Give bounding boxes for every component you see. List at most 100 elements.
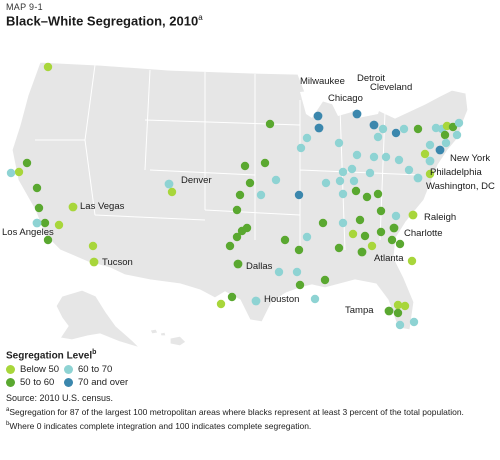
metro-dot [452,130,462,140]
metro-dot [32,183,42,193]
city-dot-atlanta [357,247,367,257]
city-dot-new-york [435,145,445,155]
city-label-tucson: Tucson [102,257,133,268]
legend-item-below-50: Below 50 [6,364,64,375]
city-dot-tampa [384,306,394,316]
legend-label: Below 50 [20,364,60,376]
city-dot-tucson [89,257,99,267]
metro-dot [302,232,312,242]
footnote-mark: b [6,421,10,428]
hawaii-islands [149,328,167,337]
metro-dot [338,167,348,177]
metro-dot [294,190,304,200]
footnote-a: aSegregation for 87 of the largest 100 m… [6,405,496,417]
city-label-detroit: Detroit [357,73,385,84]
metro-dot [216,299,226,309]
metro-dot [454,118,464,128]
city-label-dallas: Dallas [246,261,273,272]
metro-dot [369,152,379,162]
city-dot-las-vegas [68,202,78,212]
metro-dot [407,256,417,266]
metro-dot [338,189,348,199]
metro-dot [260,158,270,168]
map-label: MAP 9-1 [6,2,43,12]
footnote-mark: a [6,407,10,414]
city-dot-raleigh [408,210,418,220]
city-label-atlanta: Atlanta [374,253,404,264]
map-title: Black–White Segregation, 2010a [6,13,203,28]
metro-dot [365,168,375,178]
legend-label: 50 to 60 [20,377,55,389]
metro-dot [367,241,377,251]
city-label-denver: Denver [181,175,212,186]
metro-dot [294,245,304,255]
metro-dot [167,187,177,197]
metro-dot [395,320,405,330]
city-label-philadelphia: Philadelphia [430,167,482,178]
city-label-tampa: Tampa [345,305,374,316]
metro-dot [425,169,435,179]
metro-dot [387,235,397,245]
map-title-text: Black–White Segregation, 2010 [6,13,199,29]
city-dot-chicago [314,123,324,133]
city-dot-denver [164,179,174,189]
city-dot-los-angeles [32,218,42,228]
city-dot-houston [251,296,261,306]
city-label-los-angeles: Los Angeles [2,227,54,238]
metro-dot [245,178,255,188]
metro-dot [256,190,266,200]
source-note: Source: 2010 U.S. census. [6,393,114,404]
city-dot-philadelphia [425,156,435,166]
metro-dot [394,155,404,165]
title-footnote-mark: a [198,13,203,22]
metro-dot [425,140,435,150]
metro-dot [338,218,348,228]
footnote-b: bWhere 0 indicates complete integration … [6,419,496,431]
metro-dot [295,280,305,290]
metro-dot [34,203,44,213]
metro-dot [321,178,331,188]
metro-dot [409,317,419,327]
metro-dot [448,122,458,132]
swatch-below-50 [6,365,15,375]
swatch-50-to-60 [6,378,15,388]
metro-dot [265,119,275,129]
metro-dot [335,176,345,186]
metro-dot [334,243,344,253]
legend-footnote-mark: b [92,349,97,356]
metro-dot [334,138,344,148]
metro-dot [391,128,401,138]
metro-dot [318,218,328,228]
metro-dot [302,133,312,143]
metro-dot [373,132,383,142]
city-label-cleveland: Cleveland [370,82,412,93]
metro-dot [360,231,370,241]
city-label-chicago: Chicago [328,93,363,104]
metro-dot [242,223,252,233]
metro-dot [88,241,98,251]
legend-item-50-to-60: 50 to 60 [6,377,64,388]
footnote-text: Where 0 indicates complete integration a… [9,420,312,431]
legend-item-60-to-70: 60 to 70 [64,364,184,375]
legend-grid: Below 50 60 to 70 50 to 60 70 and over [6,364,496,388]
city-label-las-vegas: Las Vegas [80,201,125,212]
metro-dot [355,215,365,225]
city-label-raleigh: Raleigh [424,212,456,223]
metro-dot [376,227,386,237]
city-label-houston: Houston [264,294,299,305]
metro-dot [362,192,372,202]
city-dot-milwaukee [313,111,323,121]
metro-dot [400,301,410,311]
metro-dot [274,267,284,277]
metro-dot [232,232,242,242]
metro-dot [378,124,388,134]
metro-dot [395,239,405,249]
metro-dot [376,206,386,216]
alaska [55,289,141,349]
metro-dot [348,229,358,239]
metro-dot [14,167,24,177]
legend-label: 60 to 70 [78,364,113,376]
metro-dot [441,138,451,148]
metro-dot [280,235,290,245]
